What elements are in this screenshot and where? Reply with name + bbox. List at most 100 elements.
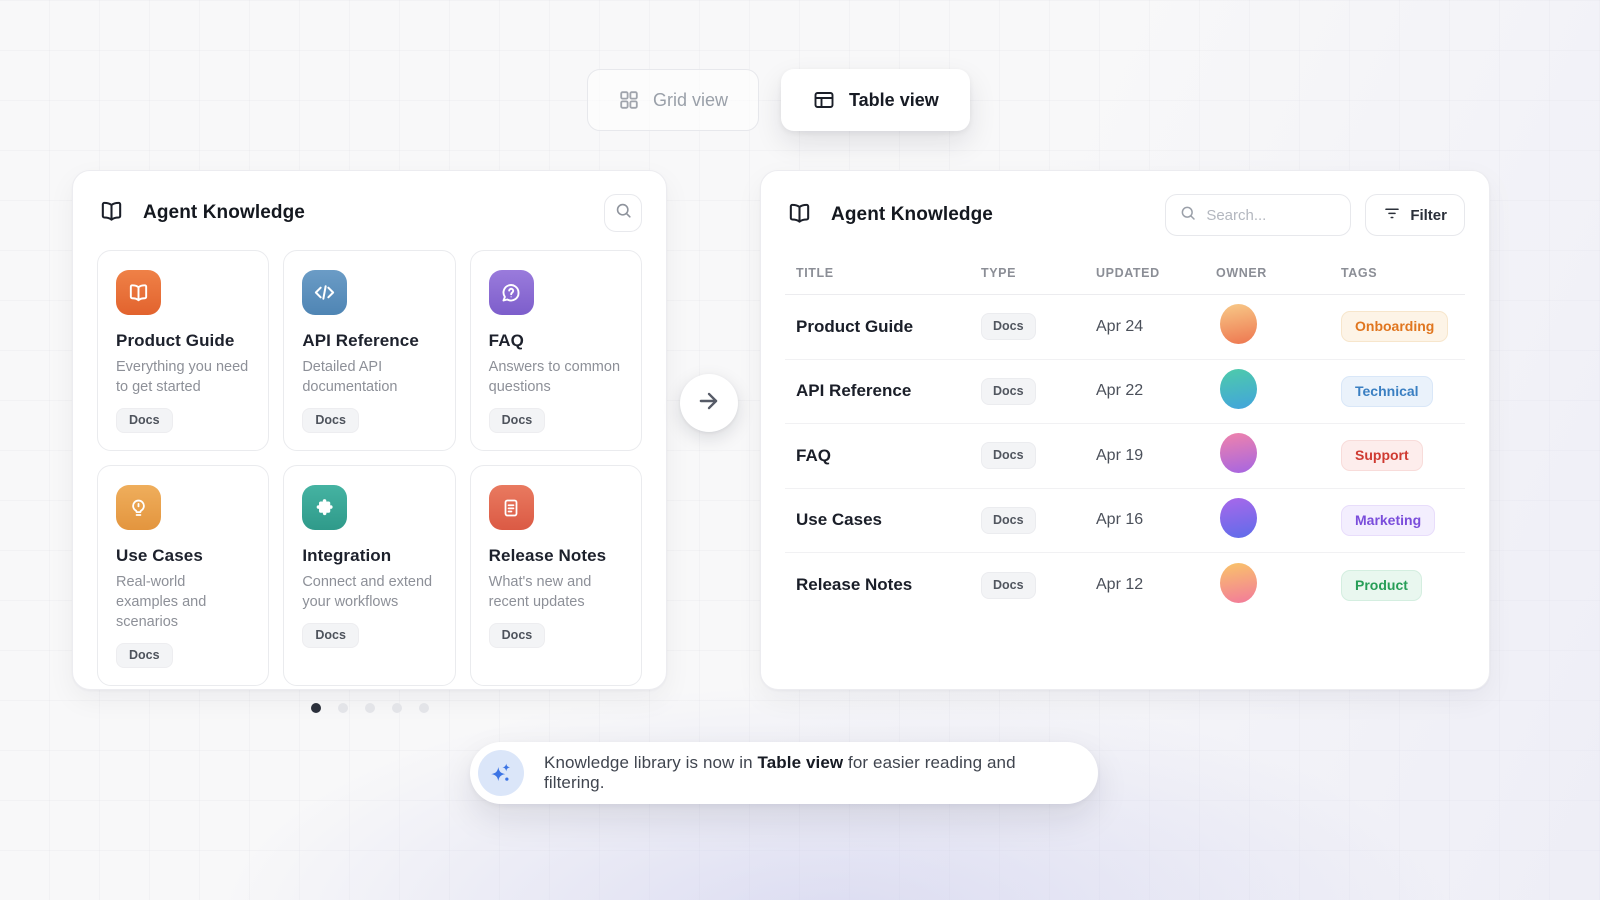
filter-lines-icon xyxy=(1383,204,1401,226)
docs-badge: Docs xyxy=(302,408,359,433)
row-updated: Apr 22 xyxy=(1096,382,1144,400)
grid-panel-title: Agent Knowledge xyxy=(143,202,305,223)
pagination-dot[interactable] xyxy=(391,703,402,713)
doc-card-grid: Product Guide Everything you need to get… xyxy=(73,247,666,686)
row-title: Product Guide xyxy=(796,316,914,336)
row-updated: Apr 19 xyxy=(1096,446,1144,464)
owner-avatar xyxy=(1220,497,1257,538)
doc-card-use-cases[interactable]: Use Cases Real-world examples and scenar… xyxy=(97,465,270,686)
table-header-row: TITLE TYPE UPDATED OWNER TAGS xyxy=(785,251,1465,295)
lightbulb-icon xyxy=(116,485,161,530)
toast-text-after: for easier reading and filtering. xyxy=(544,753,1016,792)
grid-icon xyxy=(618,89,640,111)
tag-badge: Product xyxy=(1341,569,1422,601)
filter-label: Filter xyxy=(1410,206,1447,224)
owner-avatar xyxy=(1220,562,1257,603)
card-title: API Reference xyxy=(302,331,419,350)
doc-card-integration[interactable]: Integration Connect and extend your work… xyxy=(283,465,456,686)
arrow-right-button[interactable] xyxy=(680,374,738,432)
filter-button[interactable]: Filter xyxy=(1365,194,1465,236)
docs-badge: Docs xyxy=(116,408,173,433)
docs-badge: Docs xyxy=(116,643,173,668)
tag-badge: Marketing xyxy=(1341,504,1436,536)
card-title: FAQ xyxy=(488,331,524,350)
card-description: Detailed API documentation xyxy=(302,359,398,395)
toast-text-before: Knowledge library is now in xyxy=(544,753,758,772)
knowledge-table: TITLE TYPE UPDATED OWNER TAGS Product Gu… xyxy=(785,251,1465,618)
pagination-dot[interactable] xyxy=(310,703,321,713)
column-header-tags: TAGS xyxy=(1341,265,1378,280)
tag-badge: Technical xyxy=(1341,375,1433,407)
pagination-dot[interactable] xyxy=(337,703,348,713)
code-icon xyxy=(302,270,348,315)
table-row[interactable]: Product Guide Docs Apr 24 Onboarding xyxy=(785,295,1465,360)
grid-panel-header: Agent Knowledge xyxy=(73,171,666,247)
column-header-title: TITLE xyxy=(796,265,834,280)
card-description: Answers to common questions xyxy=(488,359,621,395)
card-description: Real-world examples and scenarios xyxy=(116,574,207,630)
type-badge: Docs xyxy=(981,377,1036,405)
card-title: Use Cases xyxy=(116,546,203,565)
doc-card-api-reference[interactable]: API Reference Detailed API documentation… xyxy=(283,250,456,451)
owner-avatar xyxy=(1220,433,1257,474)
search-input-wrapper xyxy=(1165,194,1352,236)
column-header-type: TYPE xyxy=(981,265,1017,280)
pagination-dot[interactable] xyxy=(364,703,375,713)
card-description: What's new and recent updates xyxy=(488,574,592,610)
grid-view-label: Grid view xyxy=(653,89,729,110)
book-icon xyxy=(116,270,161,315)
question-bubble-icon xyxy=(488,270,534,315)
card-description: Connect and extend your workflows xyxy=(302,574,433,610)
open-book-icon xyxy=(785,200,814,231)
grid-view-panel: Agent Knowledge Product Guide Everything… xyxy=(72,170,667,713)
table-panel-title: Agent Knowledge xyxy=(831,204,993,225)
table-view-panel: Agent Knowledge Filter TITLE TYPE UPDATE… xyxy=(760,170,1490,690)
doc-card-faq[interactable]: FAQ Answers to common questions Docs xyxy=(469,250,642,451)
document-icon xyxy=(488,485,534,530)
table-view-button[interactable]: Table view xyxy=(781,69,970,131)
docs-badge: Docs xyxy=(302,623,359,648)
row-title: FAQ xyxy=(796,445,831,465)
open-book-icon xyxy=(97,198,126,229)
doc-card-product-guide[interactable]: Product Guide Everything you need to get… xyxy=(97,250,270,451)
card-title: Integration xyxy=(302,546,392,565)
search-icon xyxy=(614,201,633,225)
row-updated: Apr 12 xyxy=(1096,576,1144,594)
table-view-label: Table view xyxy=(849,89,939,110)
row-title: Use Cases xyxy=(796,510,883,530)
table-row[interactable]: Use Cases Docs Apr 16 Marketing xyxy=(785,489,1465,553)
puzzle-icon xyxy=(302,485,348,530)
search-input[interactable] xyxy=(1206,206,1338,224)
card-description: Everything you need to get started xyxy=(116,359,249,395)
notification-toast: Knowledge library is now in Table view f… xyxy=(470,742,1098,804)
table-panel-header: Agent Knowledge Filter xyxy=(761,171,1489,251)
table-row[interactable]: FAQ Docs Apr 19 Support xyxy=(785,424,1465,489)
card-title: Product Guide xyxy=(116,331,235,350)
sparkles-icon xyxy=(478,750,524,796)
type-badge: Docs xyxy=(981,506,1036,534)
tag-badge: Support xyxy=(1341,440,1423,472)
docs-badge: Docs xyxy=(488,623,546,648)
type-badge: Docs xyxy=(981,571,1036,599)
docs-badge: Docs xyxy=(488,408,546,433)
table-row[interactable]: API Reference Docs Apr 22 Technical xyxy=(785,360,1465,424)
doc-card-release-notes[interactable]: Release Notes What's new and recent upda… xyxy=(469,465,642,686)
pagination-dot[interactable] xyxy=(418,703,429,713)
grid-view-button[interactable]: Grid view xyxy=(587,69,760,131)
toast-text-bold: Table view xyxy=(757,753,844,772)
owner-avatar xyxy=(1220,304,1257,345)
pagination-dots xyxy=(73,703,666,713)
column-header-updated: UPDATED xyxy=(1096,265,1160,280)
search-icon xyxy=(1179,204,1197,227)
table-icon xyxy=(812,88,836,112)
type-badge: Docs xyxy=(981,442,1036,470)
owner-avatar xyxy=(1220,368,1257,409)
card-title: Release Notes xyxy=(488,546,607,565)
tag-badge: Onboarding xyxy=(1341,311,1449,343)
search-button[interactable] xyxy=(604,194,642,232)
row-updated: Apr 24 xyxy=(1096,317,1144,335)
row-updated: Apr 16 xyxy=(1096,511,1144,529)
view-toggle: Grid view Table view xyxy=(587,69,970,131)
type-badge: Docs xyxy=(981,313,1036,341)
table-row[interactable]: Release Notes Docs Apr 12 Product xyxy=(785,553,1465,618)
